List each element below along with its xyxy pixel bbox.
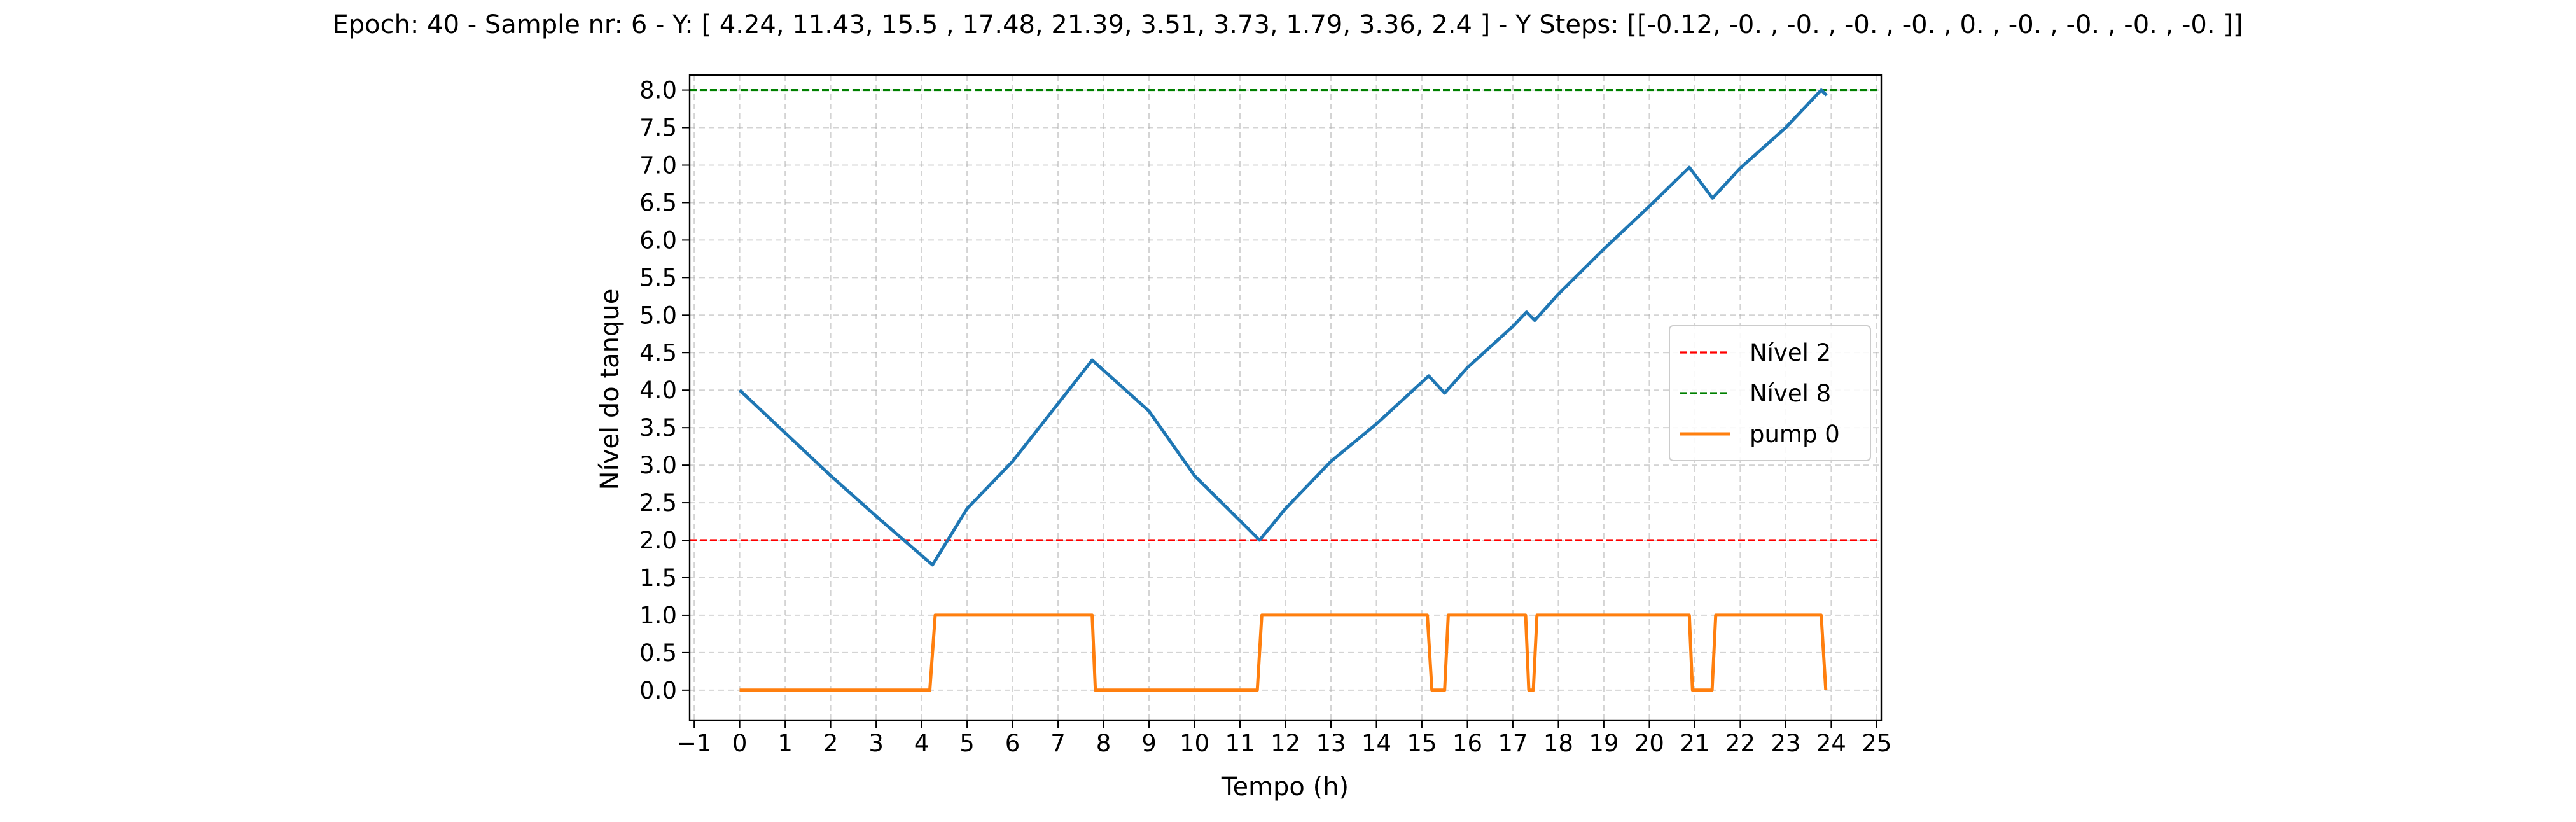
x-tick-label: 22 (1725, 730, 1755, 757)
x-tick-label: 4 (914, 730, 929, 757)
y-tick-label: 5.0 (639, 302, 677, 329)
x-tick-label: 0 (732, 730, 748, 757)
x-tick-label: 19 (1589, 730, 1619, 757)
x-tick-label: 3 (868, 730, 884, 757)
y-tick-label: 8.0 (639, 77, 677, 104)
chart-title: Epoch: 40 - Sample nr: 6 - Y: [ 4.24, 11… (332, 10, 2243, 39)
legend-label: pump 0 (1750, 421, 1840, 448)
x-axis-label: Tempo (h) (1221, 772, 1349, 802)
x-tick-label: 23 (1771, 730, 1800, 757)
y-tick-label: 1.5 (639, 564, 677, 592)
y-tick-label: 3.0 (639, 452, 677, 479)
x-tick-label: 17 (1498, 730, 1528, 757)
y-tick-label: 6.5 (639, 189, 677, 216)
x-tick-label: 14 (1361, 730, 1391, 757)
legend-label: Nível 2 (1750, 339, 1831, 366)
x-tick-label: 1 (777, 730, 793, 757)
y-tick-label: 7.0 (639, 151, 677, 179)
y-tick-label: 1.0 (639, 602, 677, 629)
x-tick-label: 24 (1816, 730, 1846, 757)
axis-ticks: −1 0 1 2 3 4 5 6 7 8 9 10 11 12 13 14 15 16 17 18 19 20 21 22 23… (639, 77, 1891, 757)
legend-label: Nível 8 (1750, 380, 1831, 407)
x-tick-label: 15 (1407, 730, 1437, 757)
legend: Nível 2 Nível 8 pump 0 (1669, 325, 1871, 461)
y-tick-label: 2.0 (639, 527, 677, 554)
x-tick-label: 25 (1862, 730, 1891, 757)
x-tick-label: 13 (1316, 730, 1346, 757)
plot-series (690, 88, 1881, 692)
y-tick-label: 7.5 (639, 115, 677, 142)
x-tick-label: 18 (1543, 730, 1573, 757)
y-tick-label: 0.5 (639, 639, 677, 667)
y-tick-label: 4.0 (639, 377, 677, 404)
y-tick-label: 2.5 (639, 489, 677, 517)
x-tick-label: 21 (1680, 730, 1709, 757)
x-tick-label: 12 (1271, 730, 1300, 757)
y-tick-label: 5.5 (639, 264, 677, 291)
x-tick-label: 6 (1005, 730, 1020, 757)
x-tick-label: 8 (1096, 730, 1111, 757)
x-tick-label: 5 (959, 730, 975, 757)
x-tick-label: 11 (1225, 730, 1255, 757)
y-tick-label: 0.0 (639, 677, 677, 704)
x-tick-label: 10 (1180, 730, 1209, 757)
y-tick-label: 4.5 (639, 339, 677, 366)
x-tick-label: 2 (823, 730, 839, 757)
x-tick-label: 16 (1452, 730, 1482, 757)
x-tick-label: −1 (677, 730, 712, 757)
x-tick-label: 9 (1141, 730, 1157, 757)
legend-box (1669, 325, 1871, 461)
x-tick-label: 20 (1634, 730, 1664, 757)
x-tick-label: 7 (1050, 730, 1066, 757)
y-tick-label: 3.5 (639, 414, 677, 442)
y-axis-label: Nível do tanque (595, 289, 625, 491)
series-line-pump-0 (739, 613, 1828, 692)
series-line-0 (738, 88, 1828, 567)
y-tick-label: 6.0 (639, 226, 677, 254)
